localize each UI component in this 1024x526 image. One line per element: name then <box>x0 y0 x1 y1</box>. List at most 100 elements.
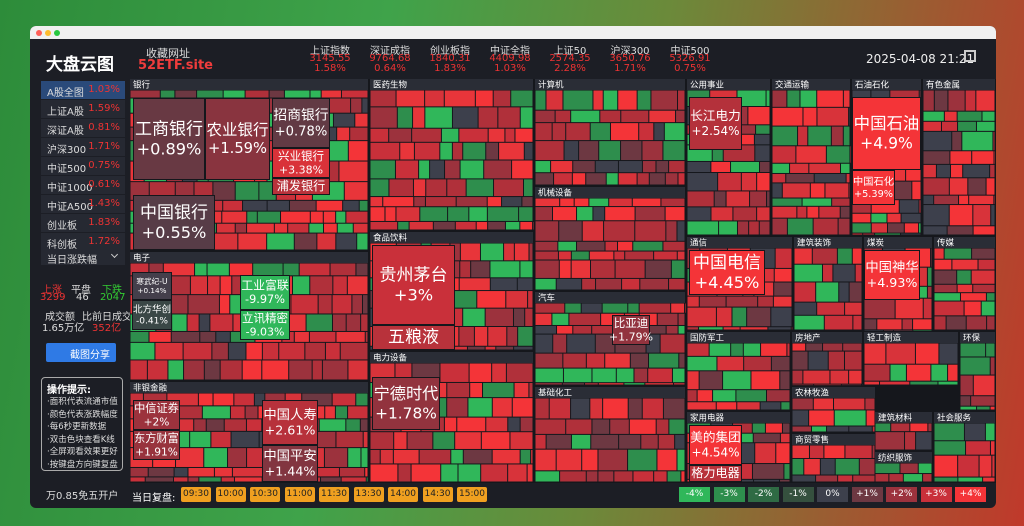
stock-name: 美的集团 <box>690 430 740 445</box>
stock-cell <box>174 467 188 477</box>
stock-cell <box>840 206 850 218</box>
market-name: 中证1000 <box>47 183 93 194</box>
market-tab[interactable] <box>41 119 125 137</box>
sector-name: 家用电器 <box>690 413 725 424</box>
stock-cell <box>267 233 294 250</box>
stock-cell <box>535 303 565 313</box>
min-dot[interactable] <box>45 30 51 36</box>
market-tab[interactable] <box>41 176 125 194</box>
stock-cell <box>642 398 663 419</box>
stock-cell <box>285 393 302 406</box>
sector-header <box>934 237 995 248</box>
stock-cell <box>923 226 947 235</box>
stock-cell <box>440 142 452 160</box>
sector-name: 轻工制造 <box>867 333 902 344</box>
replay-time[interactable]: 14:30 <box>422 487 453 502</box>
stock-cell <box>934 259 952 270</box>
replay-time[interactable]: 11:00 <box>284 487 315 502</box>
stock-cell <box>559 260 571 278</box>
up: 3299 <box>40 292 66 303</box>
legend-swatch: 0% <box>817 487 848 502</box>
stock-cell <box>556 278 582 290</box>
stock-cell <box>852 248 862 264</box>
stock-cell <box>370 221 398 230</box>
stock-cell <box>913 330 932 331</box>
stock-cell <box>219 295 230 314</box>
replay-time[interactable]: 11:30 <box>319 487 349 502</box>
tip: ·面积代表流通市值 <box>47 397 118 407</box>
stock-cell <box>634 368 648 383</box>
stock-cell <box>992 455 995 477</box>
market-tab[interactable] <box>41 157 125 175</box>
stock-cell <box>875 233 901 235</box>
stock-cell <box>915 343 939 364</box>
stock-cell <box>923 90 934 111</box>
stock-cell <box>204 360 220 380</box>
stock-cell <box>490 261 520 278</box>
market-tab[interactable] <box>41 138 125 156</box>
stock-cell <box>849 282 862 302</box>
market-tab[interactable] <box>41 195 125 213</box>
replay-time[interactable]: 10:00 <box>215 487 246 502</box>
stock-cell <box>792 370 803 384</box>
sector-name: 房地产 <box>795 333 821 344</box>
stock-cell <box>792 343 806 351</box>
stock-cell <box>535 334 553 353</box>
stock-cell <box>571 251 589 260</box>
stock-cell <box>630 353 649 368</box>
stock-cell <box>964 423 985 441</box>
stock-cell <box>986 178 995 195</box>
stock-cell <box>993 131 995 151</box>
stock-cell <box>243 200 267 211</box>
market-name: 中证A500 <box>47 202 93 213</box>
stock-cell <box>514 382 529 398</box>
market-tab[interactable] <box>41 100 125 118</box>
stock-cell <box>621 141 642 161</box>
replay-time[interactable]: 13:30 <box>353 487 384 502</box>
stock-cell <box>772 173 786 183</box>
stock-cell <box>572 173 586 185</box>
stock-cell <box>365 331 368 342</box>
tip: ·颜色代表涨跌幅度 <box>47 409 118 420</box>
stock-cell <box>976 90 995 111</box>
replay-time[interactable]: 10:30 <box>250 487 280 502</box>
stock-cell <box>513 308 525 326</box>
replay-time[interactable]: 14:00 <box>388 487 418 502</box>
stock-change: +4.93% <box>867 275 918 290</box>
replay-time[interactable]: 09:30 <box>181 487 211 502</box>
replay-time[interactable]: 15:00 <box>457 487 487 502</box>
stock-cell <box>645 260 671 278</box>
stock-cell <box>130 393 143 406</box>
metric-select[interactable] <box>41 249 125 265</box>
stock-cell <box>370 160 395 179</box>
stock-cell <box>919 200 921 213</box>
stock-cell <box>891 423 910 432</box>
stock-cell <box>535 161 551 173</box>
stock-cell <box>618 161 642 173</box>
stock-cell <box>614 471 633 482</box>
max-dot[interactable] <box>54 30 60 36</box>
sector-header <box>535 187 685 198</box>
stock-cell <box>370 128 389 142</box>
stock-change: +1.79% <box>609 331 653 344</box>
vs: 352亿 <box>92 323 122 334</box>
stock-cell <box>831 126 843 146</box>
stock-cell <box>825 183 849 198</box>
fullscreen-icon[interactable] <box>964 50 976 62</box>
stock-cell <box>130 263 149 276</box>
stock-cell <box>792 351 808 370</box>
stock-cell <box>986 293 995 301</box>
close-dot[interactable] <box>36 30 42 36</box>
market-tab[interactable] <box>41 214 125 232</box>
stock-cell <box>833 398 865 410</box>
sector-header <box>852 79 921 90</box>
stock-cell <box>810 183 825 198</box>
stock-cell <box>565 303 581 313</box>
market-tab[interactable] <box>41 233 125 251</box>
stock-cell <box>288 223 309 233</box>
stock-cell <box>982 111 995 121</box>
share-button[interactable] <box>46 343 116 362</box>
market-tab[interactable] <box>41 81 125 99</box>
stock-cell <box>149 263 163 276</box>
stock-cell <box>441 128 459 142</box>
